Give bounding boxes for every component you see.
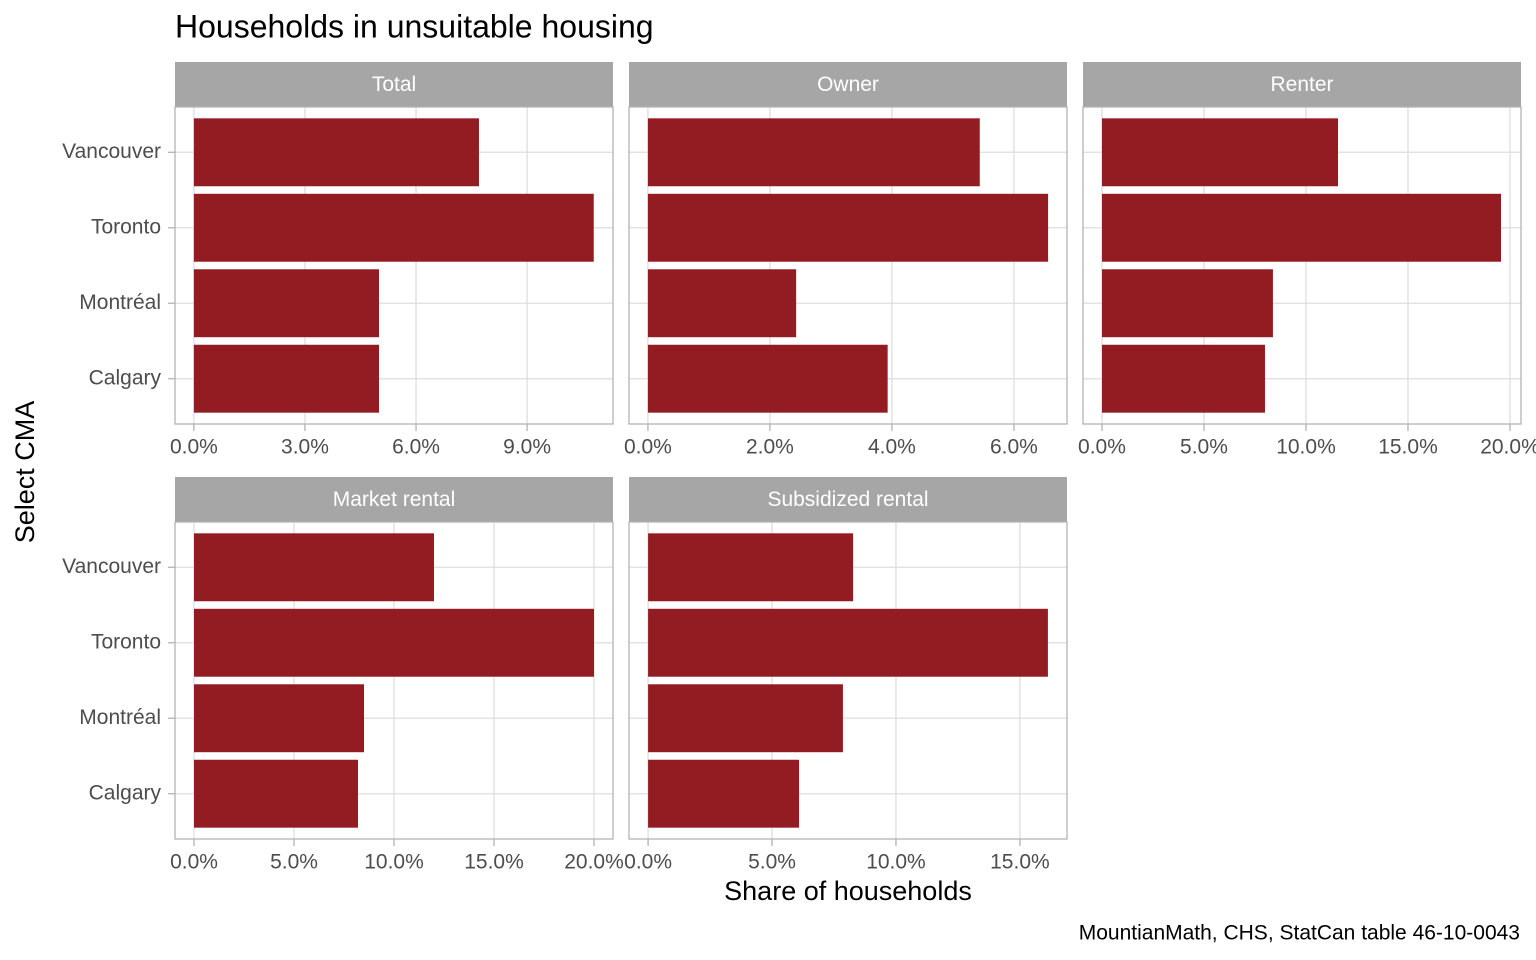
x-tick-label: 10.0% xyxy=(364,851,424,874)
panel-title: Total xyxy=(372,73,416,96)
x-tick-label: 15.0% xyxy=(1378,436,1438,459)
panel-title: Renter xyxy=(1270,73,1333,96)
bar xyxy=(194,759,358,828)
x-tick-label: 0.0% xyxy=(624,436,672,459)
panel-border xyxy=(174,106,614,425)
panel-border xyxy=(1082,106,1522,425)
x-tick-label: 3.0% xyxy=(281,436,329,459)
bar xyxy=(1101,118,1339,187)
bar xyxy=(648,684,843,753)
x-tick-label: 2.0% xyxy=(746,436,794,459)
x-tick-label: 5.0% xyxy=(748,851,796,874)
y-tick-label: Montréal xyxy=(79,291,161,314)
bar xyxy=(648,759,800,828)
y-tick-label: Toronto xyxy=(91,215,161,238)
bar xyxy=(647,193,1049,262)
caption: MountianMath, CHS, StatCan table 46-10-0… xyxy=(1079,922,1520,945)
x-tick-label: 0.0% xyxy=(624,851,672,874)
x-tick-label: 20.0% xyxy=(1480,436,1536,459)
bar xyxy=(647,269,797,338)
strip xyxy=(1083,62,1521,107)
y-tick-label: Calgary xyxy=(89,366,162,389)
strip xyxy=(175,62,613,107)
strip xyxy=(629,62,1067,107)
bar xyxy=(1101,344,1265,413)
bar xyxy=(193,118,479,187)
x-tick-label: 4.0% xyxy=(868,436,916,459)
x-tick-label: 9.0% xyxy=(503,436,551,459)
bar xyxy=(193,344,380,413)
x-tick-label: 5.0% xyxy=(1180,436,1228,459)
bar xyxy=(194,684,364,753)
x-tick-label: 15.0% xyxy=(464,851,524,874)
y-tick-label: Vancouver xyxy=(62,140,161,163)
y-tick-label: Calgary xyxy=(89,781,162,804)
y-tick-label: Montréal xyxy=(79,706,161,729)
x-tick-label: 20.0% xyxy=(564,851,624,874)
panel-border xyxy=(174,521,614,840)
bar xyxy=(648,533,854,602)
bar xyxy=(194,533,434,602)
bar xyxy=(648,608,1048,677)
strip xyxy=(629,477,1067,522)
y-tick-label: Toronto xyxy=(91,630,161,653)
x-tick-label: 0.0% xyxy=(1078,436,1126,459)
panel-title: Subsidized rental xyxy=(767,488,928,511)
x-tick-label: 10.0% xyxy=(866,851,926,874)
chart-title: Households in unsuitable housing xyxy=(175,8,654,44)
x-tick-label: 10.0% xyxy=(1276,436,1336,459)
x-tick-label: 6.0% xyxy=(990,436,1038,459)
strip xyxy=(175,477,613,522)
bar xyxy=(193,193,594,262)
x-tick-label: 15.0% xyxy=(990,851,1050,874)
x-tick-label: 0.0% xyxy=(170,851,218,874)
panel-border xyxy=(628,521,1068,840)
bar xyxy=(194,608,594,677)
y-tick-label: Vancouver xyxy=(62,555,161,578)
bar xyxy=(647,344,888,413)
x-tick-label: 5.0% xyxy=(270,851,318,874)
bar xyxy=(193,269,380,338)
x-axis-label: Share of households xyxy=(724,876,972,906)
bar xyxy=(647,118,980,187)
y-axis-label: Select CMA xyxy=(10,401,40,544)
bar xyxy=(1101,193,1502,262)
x-tick-label: 0.0% xyxy=(170,436,218,459)
bar xyxy=(1101,269,1273,338)
panel-title: Market rental xyxy=(333,488,456,511)
panel-title: Owner xyxy=(817,73,879,96)
x-tick-label: 6.0% xyxy=(392,436,440,459)
panel-border xyxy=(628,106,1068,425)
